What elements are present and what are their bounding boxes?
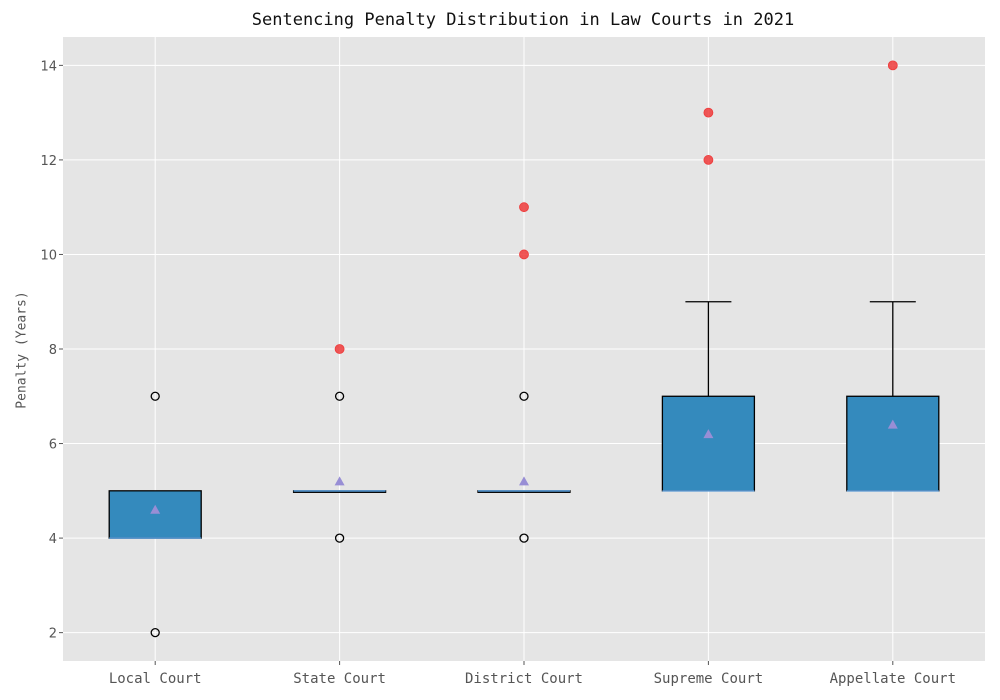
y-tick-label: 8 <box>49 343 57 358</box>
outlier-point <box>519 249 529 260</box>
mean-marker <box>887 419 898 429</box>
flier-point <box>334 533 345 543</box>
flier-point <box>519 533 529 543</box>
box-3 <box>661 395 756 492</box>
outlier-point <box>703 107 714 118</box>
outlier-point <box>519 202 529 213</box>
box-0 <box>108 490 202 539</box>
x-tick-label: State Court <box>293 671 386 687</box>
y-tick-label: 12 <box>40 154 57 169</box>
chart-title: Sentencing Penalty Distribution in Law C… <box>251 10 795 30</box>
y-tick-label: 14 <box>40 59 57 74</box>
x-tick-label: Local Court <box>109 671 202 687</box>
y-tick-label: 10 <box>40 248 57 263</box>
mean-marker <box>519 476 529 486</box>
outlier-point <box>887 60 898 71</box>
x-tick-label: District Court <box>465 671 583 687</box>
outlier-point <box>703 155 714 165</box>
x-tick-label: Appellate Court <box>830 671 956 687</box>
flier-point <box>150 391 160 401</box>
flier-point <box>150 627 160 638</box>
mean-marker <box>334 476 345 486</box>
flier-point <box>519 391 529 401</box>
y-tick-label: 2 <box>49 627 57 642</box>
mean-marker <box>150 504 161 514</box>
flier-point <box>334 391 345 401</box>
x-tick-label: Supreme Court <box>654 671 764 687</box>
y-tick-label: 6 <box>49 438 57 453</box>
outlier-point <box>334 344 345 354</box>
mean-marker <box>703 429 714 439</box>
box-4 <box>846 395 940 492</box>
y-tick-label: 4 <box>49 532 57 547</box>
